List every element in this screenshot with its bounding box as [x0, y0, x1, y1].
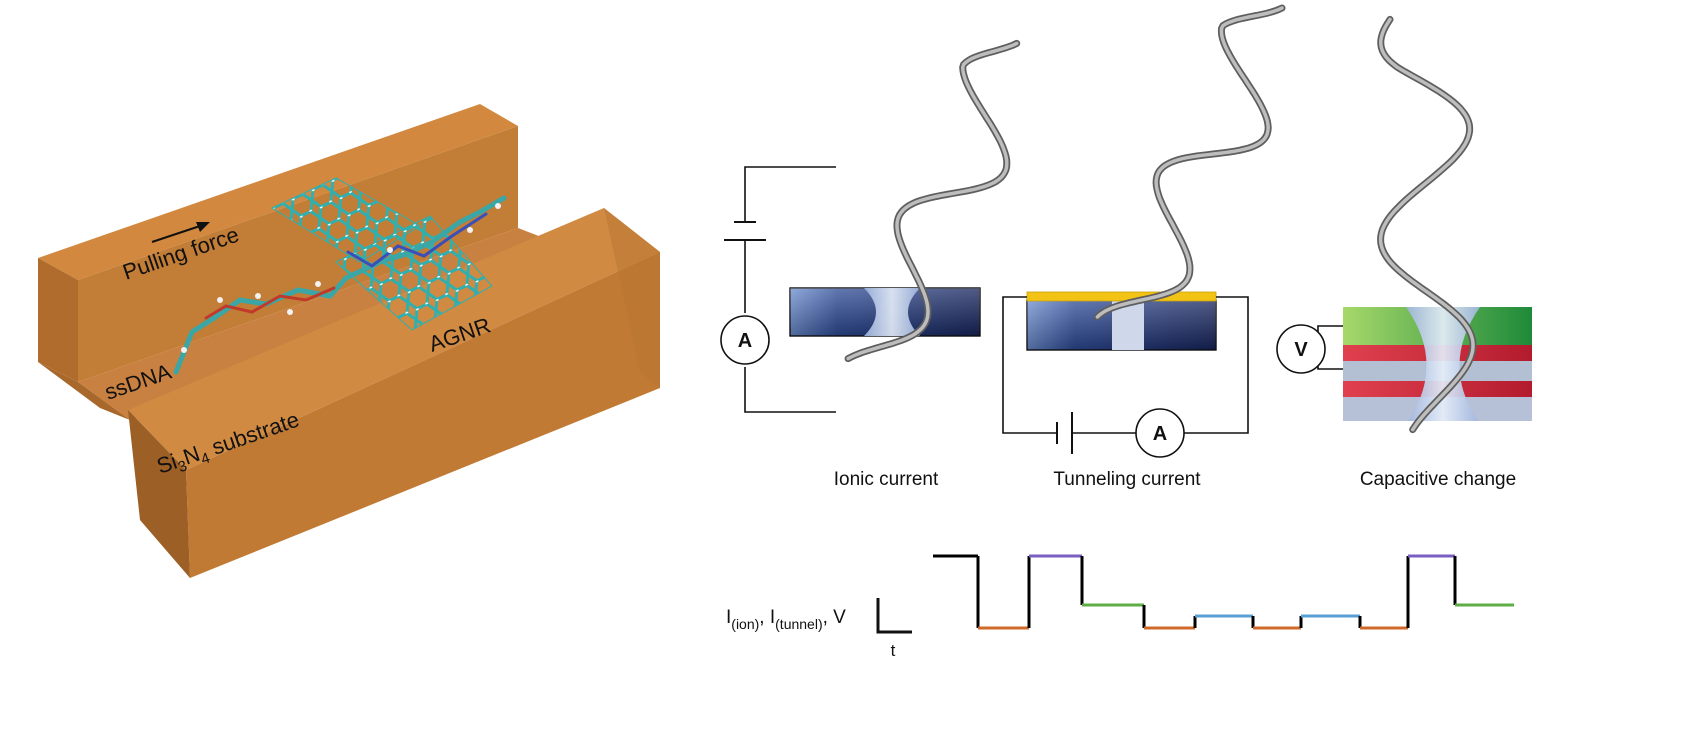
pulling-force-arrowhead	[196, 222, 210, 232]
signal-axis-glyph	[876, 598, 912, 634]
ionic-circuit-top-wire	[744, 166, 836, 222]
substrate-label-mid: N	[180, 441, 203, 470]
tunneling-dna-strand	[1093, 4, 1286, 321]
ylabel-part-1-sub: (tunnel)	[775, 616, 822, 632]
caption-tunneling-current: Tunneling current	[1053, 469, 1201, 490]
ssdna-atom	[255, 293, 261, 299]
substrate-front-left-face	[128, 410, 190, 578]
signal-axis-corner	[876, 598, 912, 634]
pulling-force-arrow	[151, 222, 210, 243]
ionic-circuit-bottom-wire	[744, 367, 836, 413]
ssdna-atom	[287, 309, 293, 315]
signal-axis-label: I(ion), I(tunnel), V	[726, 607, 846, 632]
ssdna-atom	[181, 347, 187, 353]
agnr-ribbon-lower-arm	[335, 215, 493, 331]
capacitive-dna-strand	[1377, 15, 1477, 434]
dna-strands	[844, 4, 1477, 434]
dna-backbone-highlight	[846, 41, 1019, 361]
ionic-ammeter-circle	[720, 315, 770, 365]
dna-backbone-highlight	[1378, 17, 1475, 432]
substrate-back-rail-top	[38, 104, 518, 280]
ssdna-backbone-blue	[346, 212, 488, 268]
signal-trace	[933, 554, 1514, 630]
tunneling-circuit-left-wire	[1002, 296, 1057, 434]
caption-ionic-current: Ionic current	[834, 469, 939, 490]
capacitive-lead-bottom	[1317, 366, 1343, 370]
ionic-membrane	[789, 287, 981, 337]
agnr-graphene-ribbon	[270, 177, 493, 331]
caption-capacitive-change: Capacitive change	[1360, 469, 1516, 490]
tunneling-current-circuit	[1002, 296, 1249, 458]
ssdna-backbone-red	[204, 286, 336, 320]
capacitive-voltmeter-label: V	[1294, 339, 1308, 361]
ssdna-backbone	[173, 195, 507, 375]
ssdna-atoms	[181, 203, 501, 353]
ionic-current-circuit	[720, 166, 836, 413]
ssdna-atom	[217, 297, 223, 303]
capacitive-voltmeter-circle	[1276, 324, 1326, 374]
ssdna-atom	[467, 227, 473, 233]
ionic-nanopore	[864, 288, 920, 336]
substrate-front-end-cap	[604, 208, 660, 388]
capacitive-circuit	[1276, 324, 1343, 374]
ylabel-part-0-sub: (ion)	[731, 616, 759, 632]
si3n4-substrate-block	[38, 104, 660, 578]
substrate-front-rail-top	[128, 208, 660, 470]
dna-backbone-highlight	[1095, 6, 1284, 319]
capacitive-nanopore	[1406, 307, 1480, 421]
tunneling-ammeter-circle	[1135, 408, 1185, 458]
ssdna-molecule	[173, 195, 507, 375]
ylabel-part-2: , V	[823, 607, 847, 628]
ylabel-part-0: I	[726, 607, 731, 628]
substrate-back-left-face	[38, 258, 78, 382]
signal-time-label: t	[891, 641, 896, 660]
capacitive-lead-top	[1317, 325, 1343, 332]
substrate-channel-left	[38, 362, 130, 420]
ionic-ammeter-label: A	[738, 330, 752, 352]
tunneling-circuit-right-wire	[1184, 296, 1249, 434]
substrate-back-rail-face	[78, 126, 518, 382]
tunneling-gold-electrode	[1026, 291, 1217, 302]
substrate-front-rail-face	[186, 252, 660, 578]
capacitive-membrane	[1343, 307, 1532, 421]
ssdna-atom	[387, 247, 393, 253]
ssdna-atom	[495, 203, 501, 209]
tunneling-membrane	[1026, 291, 1217, 351]
ionic-dna-strand	[844, 39, 1021, 363]
tunneling-ammeter-label: A	[1153, 423, 1167, 445]
ylabel-part-1: , I	[759, 607, 775, 628]
ssdna-atom	[315, 281, 321, 287]
